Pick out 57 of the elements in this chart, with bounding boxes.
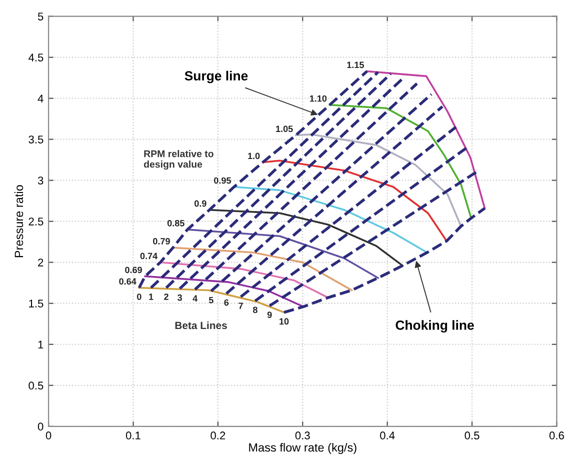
- series-label: 3: [178, 294, 182, 301]
- line-series: [208, 208, 404, 267]
- annotation: RPM relative to design value: [144, 150, 214, 170]
- series-label: 5: [208, 296, 214, 304]
- y-tick-label: 1.5: [29, 300, 44, 308]
- x-tick-label: 0.2: [210, 432, 226, 440]
- x-tick-label: 0.4: [380, 432, 395, 440]
- series-label: 9: [267, 312, 272, 318]
- series-label: 1.15: [347, 62, 364, 68]
- line-series: [294, 134, 462, 228]
- x-tick-label: 0.5: [464, 432, 480, 440]
- x-tick-label: 0.3: [295, 432, 310, 440]
- line-series: [233, 186, 428, 254]
- line-series: [138, 286, 285, 314]
- series-label: 0.95: [214, 177, 231, 184]
- y-tick-label: 1: [38, 340, 44, 348]
- y-tick-label: 5: [38, 12, 44, 20]
- series-label: 1: [149, 294, 154, 300]
- y-tick-label: 2.5: [28, 218, 44, 226]
- series-label: 0.9: [194, 200, 206, 207]
- annotation: Surge line: [184, 70, 248, 84]
- series-label: 0.69: [125, 266, 142, 274]
- line-series: [328, 104, 472, 219]
- series-label: 0.79: [153, 238, 170, 244]
- y-tick-label: 3.5: [28, 136, 44, 144]
- series-label: 10: [280, 318, 289, 325]
- series-label: 0.64: [119, 278, 136, 285]
- x-tick-label: 0.1: [126, 432, 140, 440]
- series-label: 0: [137, 294, 142, 300]
- annotation: Beta Lines: [175, 321, 227, 330]
- y-tick-label: 0: [38, 422, 44, 431]
- y-tick-label: 2: [38, 258, 44, 266]
- line-series: [262, 160, 448, 242]
- line-series: [144, 275, 304, 308]
- line-series: [172, 246, 353, 292]
- series-label: 7: [238, 302, 243, 309]
- series-label: 0.74: [140, 252, 158, 260]
- series-label: 8: [252, 306, 258, 314]
- series-label: 2: [164, 294, 168, 300]
- x-axis-title: Mass flow rate (kg/s): [249, 443, 356, 454]
- series-label: 1.10: [310, 95, 327, 102]
- x-tick-label: 0: [46, 432, 52, 440]
- series-label: 4: [192, 295, 198, 302]
- y-tick-label: 3: [38, 176, 44, 184]
- y-tick-label: 0.5: [28, 382, 44, 390]
- series-label: 0.85: [167, 220, 184, 226]
- annotation: Choking line: [396, 320, 474, 333]
- line-series: [186, 228, 379, 279]
- series-label: 1.0: [248, 152, 260, 160]
- y-tick-label: 4.5: [28, 54, 44, 62]
- series-label: 6: [224, 299, 229, 306]
- x-tick-label: 0.6: [549, 432, 564, 440]
- y-axis-title: Pressure ratio: [14, 185, 24, 258]
- line-series: [366, 70, 486, 210]
- line-series: [282, 206, 486, 314]
- y-tick-label: 4: [38, 94, 44, 102]
- series-label: 1.05: [276, 126, 293, 132]
